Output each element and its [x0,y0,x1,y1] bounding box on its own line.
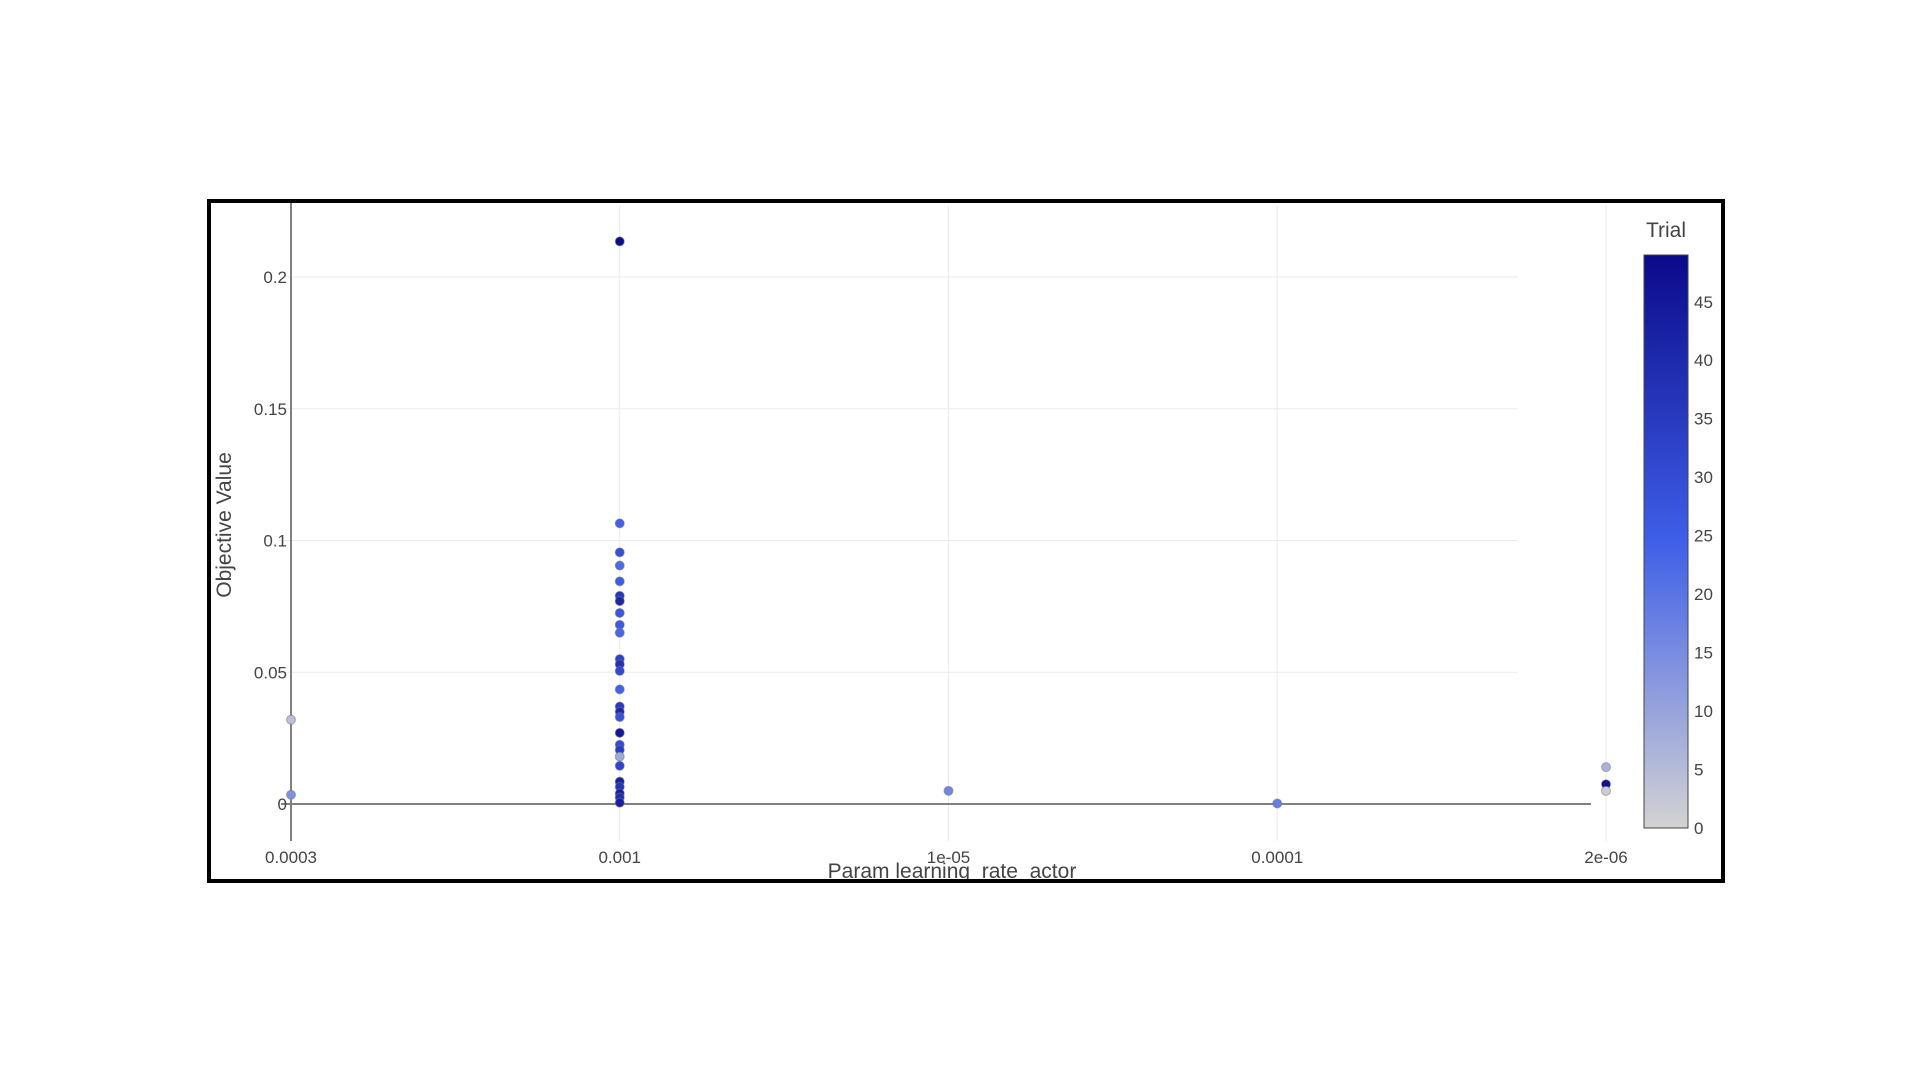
x-tick-label: 0.001 [598,848,641,867]
data-point[interactable] [1601,785,1611,796]
data-point[interactable] [286,714,296,725]
colorbar-tick-label: 20 [1694,585,1713,604]
data-point[interactable] [614,665,625,676]
colorbar-tick-label: 5 [1694,761,1703,780]
y-tick-label: 0 [278,795,287,814]
x-tick-label: 0.0003 [265,848,317,867]
colorbar-tick-label: 25 [1694,527,1713,546]
data-point[interactable] [614,236,625,247]
y-tick-label: 0.05 [254,663,287,682]
colorbar-gradient [1643,254,1689,829]
data-point[interactable] [1272,798,1283,809]
x-tick-label: 1e-05 [927,848,970,867]
data-point[interactable] [286,789,296,800]
y-tick-label: 0.1 [263,532,287,551]
colorbar-tick-label: 15 [1694,644,1713,663]
axes-layer [281,203,1591,841]
x-tick-label: 0.0001 [1251,848,1303,867]
data-point[interactable] [614,751,625,762]
colorbar: Trial 0 5 10 15 20 25 30 35 40 45 [1643,219,1713,838]
data-point[interactable] [614,547,625,558]
colorbar-tick-label: 10 [1694,702,1713,721]
colorbar-tick-label: 40 [1694,351,1713,370]
data-point[interactable] [614,684,625,695]
scatter-chart: 0 0.05 0.1 0.15 0.2 0.0003 0.001 1e-05 0.0001 2e-… [213,203,1713,879]
data-point[interactable] [614,627,625,638]
data-point[interactable] [614,560,625,571]
data-point[interactable] [943,785,954,796]
data-point[interactable] [1601,762,1611,773]
data-point[interactable] [614,712,625,723]
x-axis-title: Param learning_rate_actor [828,860,1077,879]
data-point[interactable] [614,596,625,607]
x-tick-label: 2e-06 [1584,848,1627,867]
y-axis-title: Objective Value [213,452,236,598]
colorbar-title: Trial [1646,219,1686,242]
y-tick-label: 0.15 [254,400,287,419]
points-layer[interactable] [286,236,1611,809]
chart-frame: 0 0.05 0.1 0.15 0.2 0.0003 0.001 1e-05 0.0001 2e-… [207,199,1725,883]
ticks-layer: 0 0.05 0.1 0.15 0.2 0.0003 0.001 1e-05 0.0001 2e-… [254,268,1628,867]
data-point[interactable] [614,576,625,587]
data-point[interactable] [614,727,625,738]
colorbar-tick-label: 35 [1694,410,1713,429]
data-point[interactable] [614,518,625,529]
colorbar-tick-label: 30 [1694,468,1713,487]
data-point[interactable] [614,797,625,808]
colorbar-tick-label: 45 [1694,293,1713,312]
grid-layer [281,206,1607,841]
y-tick-label: 0.2 [263,268,287,287]
data-point[interactable] [614,760,625,771]
colorbar-tick-label: 0 [1694,819,1703,838]
colorbar-ticks: 0 5 10 15 20 25 30 35 40 45 [1694,293,1713,838]
data-point[interactable] [614,607,625,618]
